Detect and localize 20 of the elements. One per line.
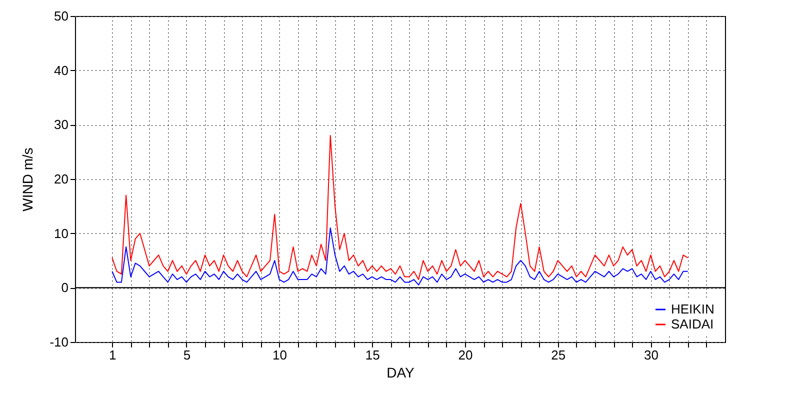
x-tick-label: 5 bbox=[183, 348, 191, 362]
x-tick-label: 20 bbox=[458, 348, 473, 362]
x-axis-title: DAY bbox=[386, 364, 416, 380]
y-tick-label: -10 bbox=[50, 334, 68, 350]
y-tick-label: 30 bbox=[54, 117, 68, 132]
y-tick-label: 0 bbox=[61, 280, 68, 296]
y-tick-label: 10 bbox=[54, 226, 68, 241]
legend-label: SAIDAI bbox=[671, 316, 714, 332]
legend-label: HEIKIN bbox=[671, 302, 714, 316]
x-tick-label: 10 bbox=[272, 348, 288, 362]
x-tick-label: 30 bbox=[644, 348, 658, 362]
y-tick-label: 50 bbox=[54, 8, 68, 24]
x-tick-label: 15 bbox=[365, 348, 380, 362]
x-tick-label: 25 bbox=[551, 348, 566, 362]
line-series bbox=[112, 227, 688, 286]
x-tick-label: 1 bbox=[109, 348, 116, 362]
line-series bbox=[112, 135, 688, 280]
y-tick-label: 40 bbox=[54, 62, 68, 78]
y-axis-title: WIND m/s bbox=[20, 148, 36, 212]
y-tick-label: 20 bbox=[54, 172, 68, 186]
